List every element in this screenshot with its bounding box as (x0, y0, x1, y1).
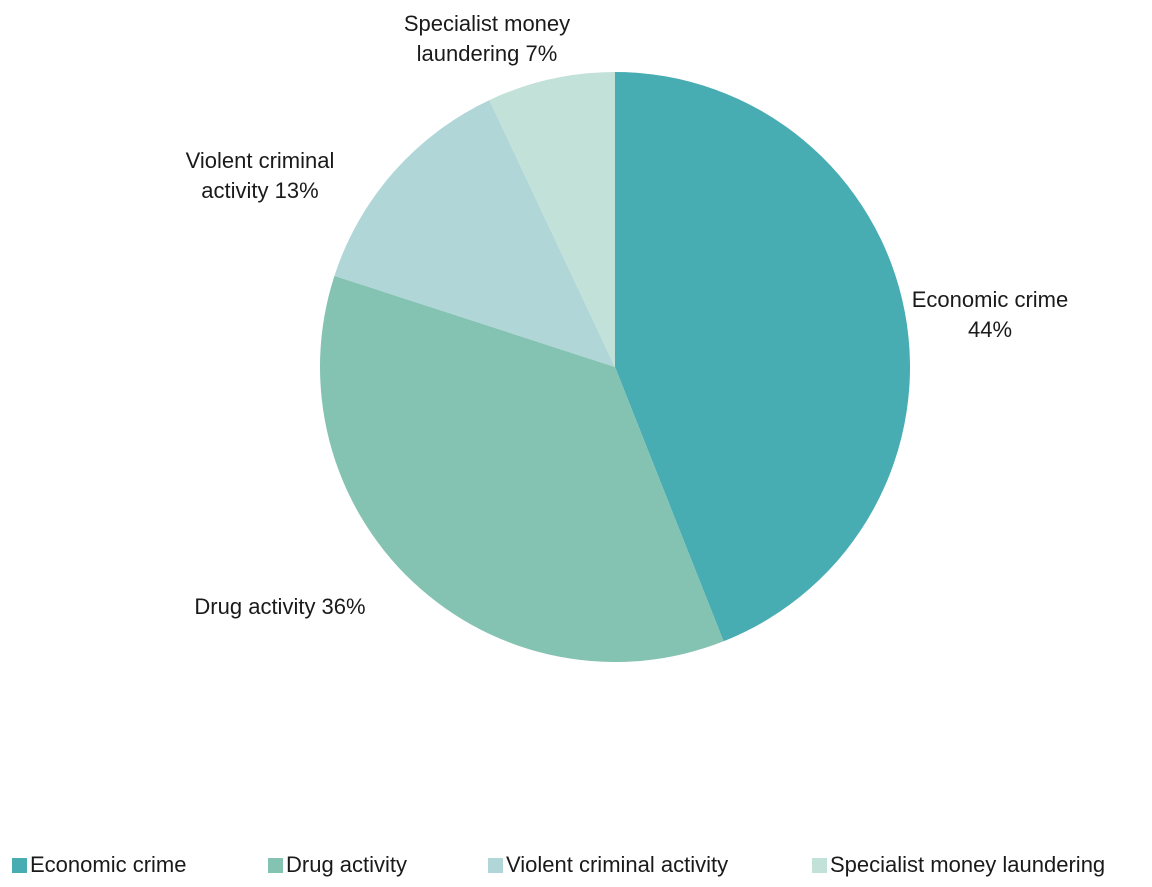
legend-item-drug-activity: Drug activity (268, 852, 407, 877)
pie-slice-drug-activity (319, 275, 724, 663)
slice-label-drug-activity: Drug activity 36% (194, 594, 365, 619)
legend-item-violent-criminal-activity: Violent criminal activity (488, 852, 728, 877)
legend-label: Specialist money laundering (830, 852, 1105, 877)
legend-swatch (268, 858, 283, 873)
legend-swatch (12, 858, 27, 873)
pie-slice-specialist-money-laundering (489, 72, 615, 367)
legend-swatch (488, 858, 503, 873)
slice-label-violent-criminal-activity: Violent criminal activity 13% (186, 148, 335, 203)
pie-slice-economic-crime (615, 72, 911, 642)
legend-swatch (812, 858, 827, 873)
legend-label: Violent criminal activity (506, 852, 728, 877)
legend: Economic crime Drug activity Violent crimi… (12, 852, 1105, 877)
legend-label: Economic crime (30, 852, 186, 877)
legend-item-economic-crime: Economic crime (12, 852, 186, 877)
slice-label-specialist-money-laundering: Specialist money laundering 7% (404, 11, 570, 66)
slice-label-economic-crime: Economic crime 44% (912, 287, 1068, 342)
legend-item-specialist-money-laundering: Specialist money laundering (812, 852, 1105, 877)
pie-slices (319, 72, 911, 663)
slice-labels: Economic crime 44% Drug activity 36% Violen… (186, 11, 1069, 619)
pie-slice-violent-criminal-activity (334, 100, 615, 367)
legend-label: Drug activity (286, 852, 407, 877)
